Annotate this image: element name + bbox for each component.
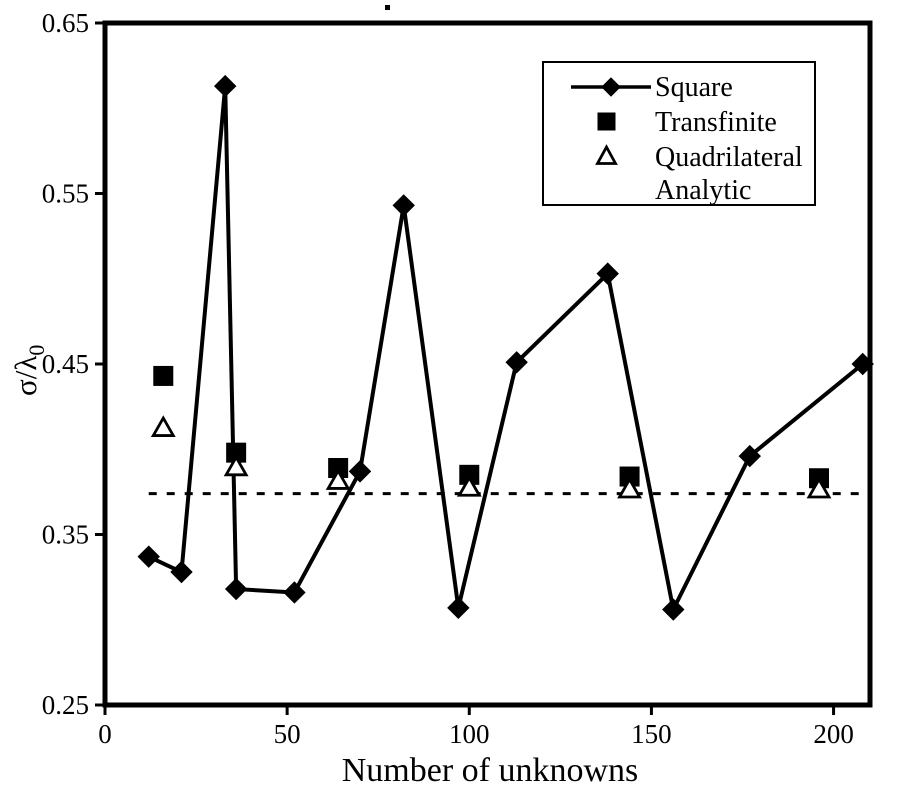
triangle-marker [223, 454, 249, 477]
diamond-marker [447, 596, 470, 620]
legend: Square Transfinite Quadrilateral Analyti… [542, 61, 816, 206]
y-tick-label: 0.25 [42, 690, 89, 720]
x-tick-label: 150 [631, 719, 672, 749]
series-transfinite [153, 365, 829, 489]
legend-label-analytic: Analytic [655, 175, 751, 206]
triangle-marker [806, 476, 832, 499]
series-square [137, 74, 874, 621]
series-layer [137, 74, 874, 621]
legend-diamond-icon [601, 77, 621, 97]
x-tick-label: 0 [98, 719, 112, 749]
legend-square-icon [597, 112, 616, 131]
y-tick-label: 0.35 [42, 520, 89, 550]
y-tick-label: 0.45 [42, 349, 89, 379]
scan-artifact-dot [385, 5, 390, 10]
square-marker [153, 365, 174, 386]
diamond-marker [738, 444, 761, 468]
triangle-marker [150, 415, 176, 437]
x-axis-title: Number of unknowns [342, 752, 639, 789]
ticks-layer: 0 50 100 150 200 0.25 0.35 0.45 0.55 0.65 [42, 8, 854, 749]
x-tick-label: 100 [449, 719, 490, 749]
diamond-marker [662, 598, 685, 621]
y-axis-title-main: σ/λ [8, 356, 43, 396]
triangle-marker [617, 476, 642, 499]
diamond-marker [224, 577, 248, 601]
legend-label-square: Square [655, 72, 733, 103]
triangle-marker [456, 474, 482, 497]
diamond-marker [137, 545, 160, 568]
diamond-marker [392, 194, 415, 217]
diamond-marker [214, 74, 237, 98]
y-axis-title-subscript: 0 [24, 345, 49, 356]
y-axis-title: σ/λ0 [8, 345, 49, 396]
diamond-marker [505, 351, 528, 374]
diamond-marker [283, 581, 306, 604]
diamond-marker [596, 262, 619, 285]
diamond-marker [170, 560, 193, 584]
diamond-marker [348, 460, 372, 483]
triangle-marker [325, 468, 351, 490]
legend-label-transfinite: Transfinite [655, 107, 777, 138]
x-tick-label: 50 [274, 719, 301, 749]
y-tick-label: 0.55 [42, 179, 89, 209]
x-tick-label: 200 [813, 719, 854, 749]
series-quadrilateral-analytic [150, 415, 832, 499]
y-tick-label: 0.65 [42, 8, 89, 38]
legend-label-quadrilateral: Quadrilateral [655, 142, 803, 173]
legend-triangle-icon [595, 144, 618, 165]
